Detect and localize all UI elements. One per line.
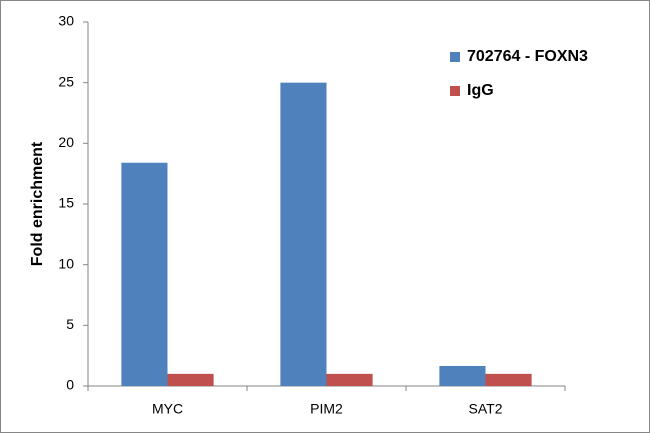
- bar: [167, 373, 214, 386]
- bar: [439, 365, 486, 386]
- legend-label: IgG: [467, 82, 494, 99]
- legend-label: 702764 - FOXN3: [467, 48, 588, 65]
- bar: [121, 162, 168, 386]
- y-tick-label: 15: [58, 195, 74, 211]
- bar: [485, 373, 532, 386]
- y-axis-label: Fold enrichment: [29, 141, 46, 266]
- x-tick-label: MYC: [152, 401, 183, 417]
- y-tick-label: 20: [58, 134, 74, 150]
- y-tick-label: 0: [66, 377, 74, 393]
- legend-swatch: [450, 86, 460, 96]
- bar: [280, 82, 327, 387]
- y-tick-label: 10: [58, 255, 74, 271]
- y-tick-label: 5: [66, 316, 74, 332]
- x-tick-label: SAT2: [469, 401, 503, 417]
- x-tick-label: PIM2: [310, 401, 343, 417]
- bar: [326, 373, 373, 386]
- legend-swatch: [450, 52, 460, 62]
- y-tick-label: 30: [58, 13, 74, 29]
- y-tick-label: 25: [58, 73, 74, 89]
